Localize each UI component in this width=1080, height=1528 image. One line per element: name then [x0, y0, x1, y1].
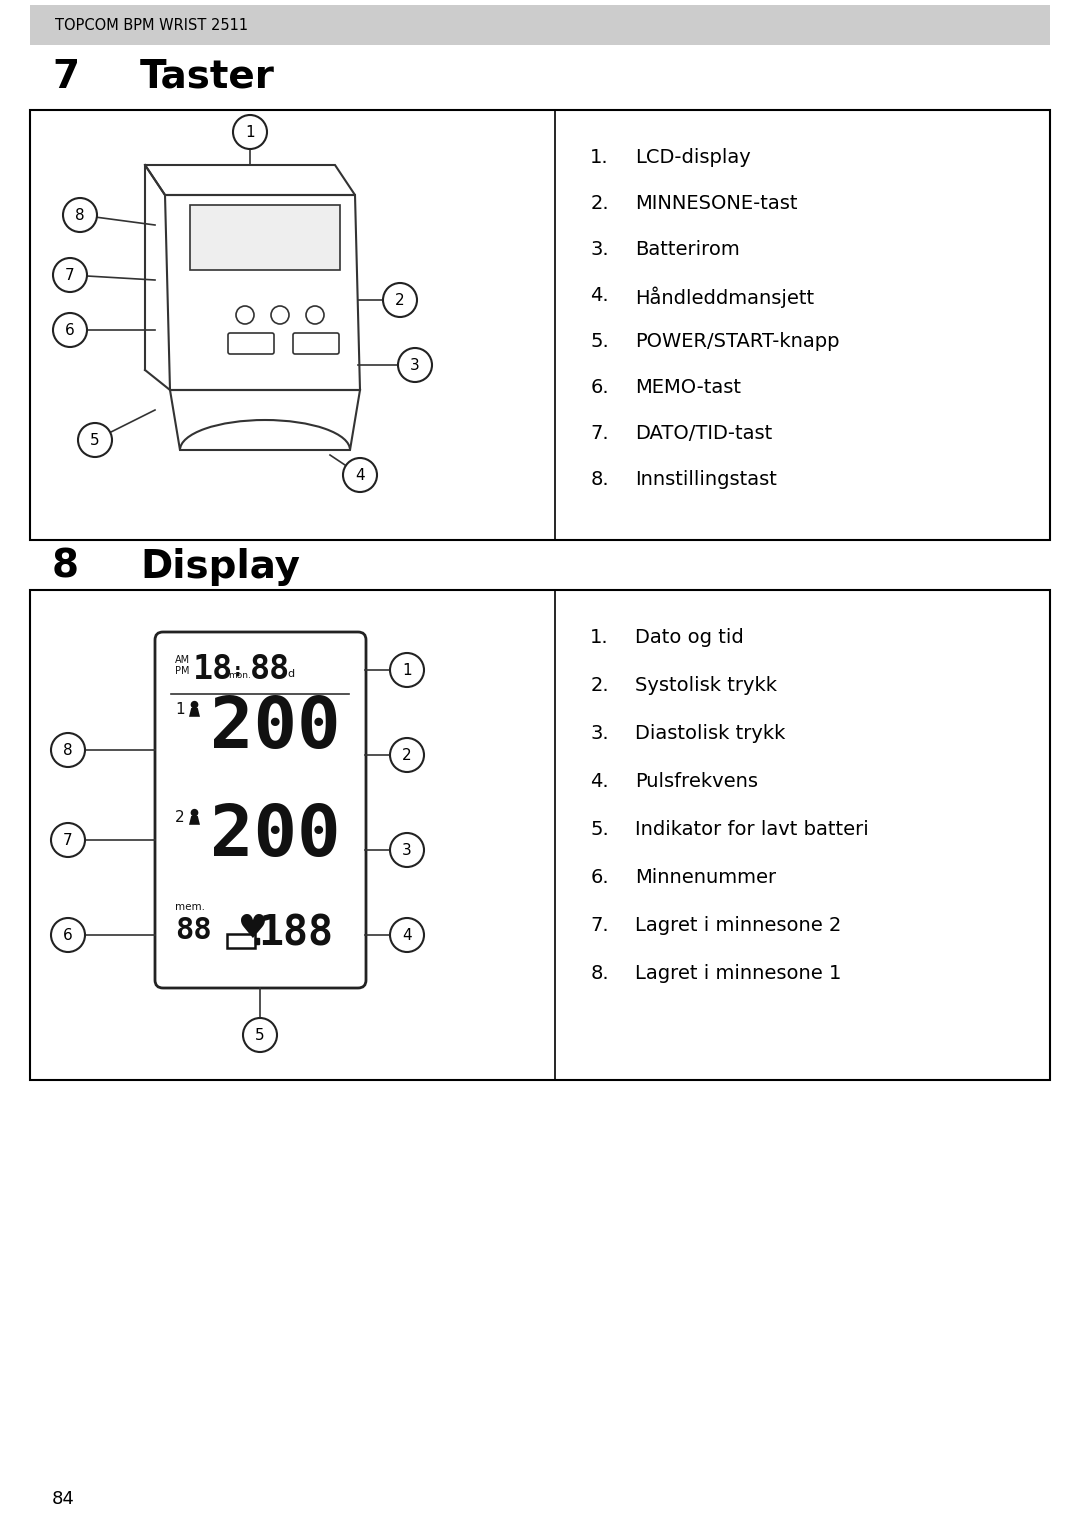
Text: DATO/TID-tast: DATO/TID-tast [635, 423, 772, 443]
Text: 4: 4 [355, 468, 365, 483]
Text: 7: 7 [65, 267, 75, 283]
Circle shape [53, 313, 87, 347]
Text: PM: PM [175, 666, 189, 675]
Text: 8.: 8. [591, 964, 609, 983]
Text: MINNESONE-tast: MINNESONE-tast [635, 194, 798, 212]
Text: 84: 84 [52, 1490, 75, 1508]
Text: 2: 2 [402, 749, 411, 762]
Text: mem.: mem. [175, 902, 205, 912]
Text: 2: 2 [175, 810, 185, 825]
Text: 5.: 5. [591, 332, 609, 351]
Text: 7: 7 [64, 833, 72, 848]
Circle shape [390, 738, 424, 772]
Circle shape [390, 652, 424, 688]
Text: 1: 1 [402, 663, 411, 678]
FancyBboxPatch shape [255, 938, 259, 944]
Polygon shape [189, 816, 200, 825]
FancyBboxPatch shape [30, 110, 1050, 539]
Text: 3.: 3. [591, 724, 609, 743]
Circle shape [233, 115, 267, 150]
Text: POWER/START-knapp: POWER/START-knapp [635, 332, 840, 351]
Text: Minnenummer: Minnenummer [635, 868, 777, 886]
Text: 3: 3 [410, 358, 420, 373]
FancyBboxPatch shape [156, 633, 366, 989]
Text: ♥: ♥ [237, 912, 267, 944]
FancyBboxPatch shape [30, 590, 1050, 1080]
Text: AM: AM [175, 656, 190, 665]
Circle shape [191, 701, 199, 709]
Text: 2.: 2. [591, 675, 609, 695]
Text: 8.: 8. [591, 471, 609, 489]
Text: 1: 1 [175, 701, 185, 717]
Text: 6: 6 [63, 927, 72, 943]
FancyBboxPatch shape [30, 5, 1050, 44]
Text: 6.: 6. [591, 868, 609, 886]
Text: Display: Display [140, 549, 300, 587]
FancyBboxPatch shape [293, 333, 339, 354]
FancyBboxPatch shape [190, 205, 340, 270]
Circle shape [243, 1018, 276, 1051]
Text: 18: 18 [193, 652, 233, 686]
FancyBboxPatch shape [228, 333, 274, 354]
Text: 188: 188 [258, 912, 333, 953]
Text: Håndleddmansjett: Håndleddmansjett [635, 286, 814, 307]
Text: 6: 6 [65, 322, 75, 338]
Text: 1: 1 [245, 125, 255, 141]
Circle shape [383, 283, 417, 316]
Text: 2: 2 [395, 293, 405, 309]
Text: 7.: 7. [591, 915, 609, 935]
Circle shape [191, 808, 199, 816]
Polygon shape [189, 707, 200, 717]
Text: Batterirom: Batterirom [635, 240, 740, 260]
Text: 3: 3 [402, 843, 411, 859]
Text: 88: 88 [249, 652, 291, 686]
Text: 8: 8 [64, 743, 72, 758]
Circle shape [51, 918, 85, 952]
Text: 3.: 3. [591, 240, 609, 260]
Text: Indikator for lavt batteri: Indikator for lavt batteri [635, 821, 869, 839]
Text: Taster: Taster [140, 58, 275, 96]
Text: Lagret i minnesone 1: Lagret i minnesone 1 [635, 964, 841, 983]
Text: Lagret i minnesone 2: Lagret i minnesone 2 [635, 915, 841, 935]
Text: 200: 200 [210, 802, 340, 871]
Circle shape [63, 199, 97, 232]
Text: mon.: mon. [228, 671, 251, 680]
Text: 1.: 1. [591, 628, 609, 646]
Text: TOPCOM BPM WRIST 2511: TOPCOM BPM WRIST 2511 [55, 17, 248, 32]
Text: 4.: 4. [591, 772, 609, 792]
Text: Diastolisk trykk: Diastolisk trykk [635, 724, 785, 743]
Text: 200: 200 [210, 694, 340, 762]
Text: 7.: 7. [591, 423, 609, 443]
FancyBboxPatch shape [227, 934, 255, 947]
Text: :: : [232, 662, 244, 680]
Text: Pulsfrekvens: Pulsfrekvens [635, 772, 758, 792]
Text: 5.: 5. [591, 821, 609, 839]
Circle shape [78, 423, 112, 457]
Circle shape [390, 833, 424, 866]
Text: 8: 8 [52, 549, 79, 587]
Text: LCD-display: LCD-display [635, 148, 751, 167]
Circle shape [390, 918, 424, 952]
Circle shape [51, 824, 85, 857]
Text: 5: 5 [255, 1028, 265, 1044]
Circle shape [343, 458, 377, 492]
Text: 4: 4 [402, 927, 411, 943]
Text: 88: 88 [175, 915, 212, 944]
Text: Systolisk trykk: Systolisk trykk [635, 675, 778, 695]
Text: 7: 7 [52, 58, 79, 96]
Text: 2.: 2. [591, 194, 609, 212]
Circle shape [51, 733, 85, 767]
Text: 8: 8 [76, 208, 85, 223]
Circle shape [399, 348, 432, 382]
Text: Dato og tid: Dato og tid [635, 628, 744, 646]
Text: d: d [287, 669, 294, 678]
Text: MEMO-tast: MEMO-tast [635, 377, 741, 397]
Text: Innstillingstast: Innstillingstast [635, 471, 778, 489]
Text: 5: 5 [91, 432, 99, 448]
Text: 6.: 6. [591, 377, 609, 397]
Circle shape [53, 258, 87, 292]
Text: 4.: 4. [591, 286, 609, 306]
Text: 1.: 1. [591, 148, 609, 167]
